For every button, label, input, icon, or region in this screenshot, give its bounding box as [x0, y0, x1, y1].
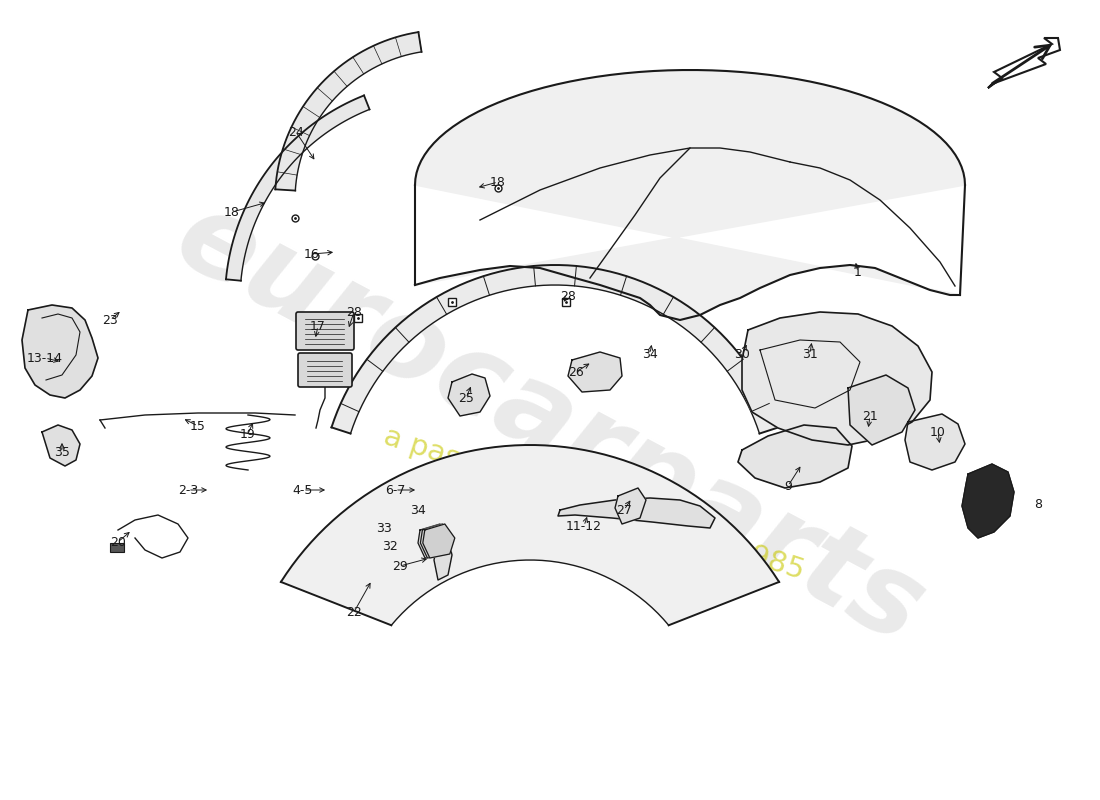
Text: 34: 34 [410, 503, 426, 517]
Text: 32: 32 [382, 539, 398, 553]
Text: 34: 34 [642, 347, 658, 361]
Polygon shape [448, 374, 490, 416]
Text: 16: 16 [304, 247, 320, 261]
Text: 18: 18 [491, 175, 506, 189]
Text: 10: 10 [931, 426, 946, 438]
Text: eurocarparts: eurocarparts [157, 180, 943, 668]
Text: 17: 17 [310, 319, 326, 333]
Polygon shape [905, 414, 965, 470]
Text: 21: 21 [862, 410, 878, 422]
Polygon shape [558, 498, 715, 528]
Polygon shape [738, 425, 852, 488]
Text: 31: 31 [802, 347, 818, 361]
Text: 25: 25 [458, 391, 474, 405]
Text: 15: 15 [190, 419, 206, 433]
Polygon shape [42, 425, 80, 466]
Polygon shape [226, 95, 370, 281]
FancyBboxPatch shape [296, 312, 354, 350]
Polygon shape [420, 524, 452, 558]
Text: 29: 29 [392, 559, 408, 573]
Text: 26: 26 [568, 366, 584, 378]
Polygon shape [415, 70, 965, 320]
Text: 8: 8 [1034, 498, 1042, 510]
Polygon shape [331, 265, 779, 434]
Polygon shape [22, 305, 98, 398]
Text: 35: 35 [54, 446, 70, 458]
Text: 9: 9 [784, 479, 792, 493]
Text: 11-12: 11-12 [566, 519, 602, 533]
Text: 13-14: 13-14 [28, 351, 63, 365]
Polygon shape [422, 524, 454, 558]
Text: 4-5: 4-5 [293, 483, 314, 497]
Polygon shape [848, 375, 915, 445]
Text: 33: 33 [376, 522, 392, 534]
Text: 6-7: 6-7 [385, 483, 405, 497]
Text: 19: 19 [240, 427, 256, 441]
Text: 28: 28 [560, 290, 576, 302]
Text: 27: 27 [616, 503, 631, 517]
Text: 30: 30 [734, 347, 750, 361]
Polygon shape [280, 445, 779, 626]
Polygon shape [615, 488, 646, 524]
Text: a passion for parts since 1985: a passion for parts since 1985 [381, 422, 807, 586]
Text: 2-3: 2-3 [178, 483, 198, 497]
Polygon shape [742, 312, 932, 445]
FancyBboxPatch shape [298, 353, 352, 387]
Polygon shape [962, 464, 1014, 538]
Text: 22: 22 [346, 606, 362, 618]
Text: 20: 20 [110, 535, 125, 549]
Text: 18: 18 [224, 206, 240, 218]
Polygon shape [434, 538, 452, 580]
Polygon shape [568, 352, 622, 392]
Polygon shape [988, 38, 1060, 88]
Polygon shape [275, 32, 421, 190]
Bar [110, 543, 124, 552]
Text: 24: 24 [288, 126, 304, 138]
Polygon shape [418, 524, 450, 558]
Text: 23: 23 [102, 314, 118, 326]
Text: 1: 1 [854, 266, 862, 278]
Text: 28: 28 [346, 306, 362, 318]
